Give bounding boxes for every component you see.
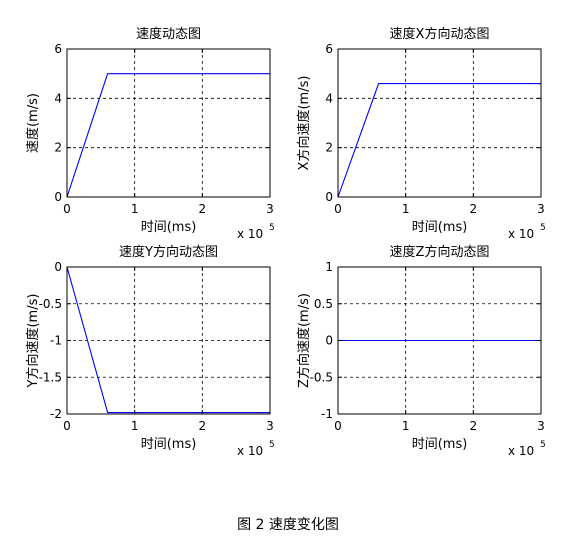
y-tick-label: 0 — [54, 260, 62, 274]
x-axis-multiplier: x 10 — [237, 227, 263, 241]
y-tick-label: 4 — [54, 91, 62, 105]
y-axis-label: 速度(m/s) — [25, 93, 41, 153]
x-tick-label: 3 — [266, 419, 274, 433]
figure-caption: 图 2 速度变化图 — [237, 517, 339, 533]
x-axis-multiplier: x 10 — [508, 227, 534, 241]
y-tick-label: 6 — [325, 42, 333, 56]
y-axis-label: X方向速度(m/s) — [296, 76, 312, 171]
x-tick-label: 3 — [266, 202, 274, 216]
x-axis-exponent: 5 — [269, 223, 275, 233]
y-tick-label: -1 — [50, 334, 62, 348]
x-axis-label: 时间(ms) — [141, 437, 197, 452]
y-tick-label: -2 — [50, 407, 62, 421]
x-axis-label: 时间(ms) — [412, 220, 468, 235]
chart-title: 速度Z方向动态图 — [390, 244, 490, 260]
x-tick-label: 2 — [199, 202, 207, 216]
x-tick-label: 2 — [470, 202, 478, 216]
x-tick-label: 0 — [334, 202, 342, 216]
y-axis-label: Z方向速度(m/s) — [296, 293, 312, 388]
x-tick-label: 0 — [63, 202, 71, 216]
x-tick-label: 3 — [537, 419, 545, 433]
x-axis-exponent: 5 — [540, 223, 546, 233]
x-tick-label: 1 — [131, 419, 139, 433]
y-tick-label: -1 — [321, 407, 333, 421]
plot-area — [338, 49, 541, 197]
x-axis-multiplier: x 10 — [237, 444, 263, 458]
y-tick-label: 0 — [325, 334, 333, 348]
x-tick-label: 2 — [470, 419, 478, 433]
chart-title: 速度动态图 — [136, 26, 201, 42]
y-tick-label: 0 — [325, 190, 333, 204]
chart-title: 速度X方向动态图 — [390, 26, 490, 42]
x-tick-label: 3 — [537, 202, 545, 216]
y-tick-label: 4 — [325, 91, 333, 105]
y-tick-label: 0 — [54, 190, 62, 204]
series-line — [337, 82, 541, 198]
x-tick-label: 1 — [402, 202, 410, 216]
y-tick-label: 0.5 — [314, 297, 333, 311]
y-tick-label: 1 — [325, 260, 333, 274]
x-tick-label: 0 — [334, 419, 342, 433]
y-axis-label: Y方向速度(m/s) — [25, 294, 41, 389]
chart-title: 速度Y方向动态图 — [119, 244, 218, 260]
x-axis-label: 时间(ms) — [412, 437, 468, 452]
plot-area — [67, 49, 270, 197]
axes-box — [66, 48, 271, 198]
x-tick-label: 1 — [402, 419, 410, 433]
axes-box — [337, 48, 542, 198]
series-line — [66, 266, 270, 414]
y-tick-label: 2 — [54, 141, 62, 155]
y-tick-label: -0.5 — [310, 370, 333, 384]
x-axis-label: 时间(ms) — [141, 220, 197, 235]
y-tick-label: 2 — [325, 141, 333, 155]
x-axis-multiplier: x 10 — [508, 444, 534, 458]
x-axis-exponent: 5 — [540, 440, 546, 450]
y-tick-label: 6 — [54, 42, 62, 56]
x-tick-label: 2 — [199, 419, 207, 433]
series-line — [66, 73, 270, 198]
x-tick-label: 0 — [63, 419, 71, 433]
y-tick-label: -0.5 — [39, 297, 62, 311]
y-tick-label: -1.5 — [39, 370, 62, 384]
x-tick-label: 1 — [131, 202, 139, 216]
x-axis-exponent: 5 — [269, 440, 275, 450]
